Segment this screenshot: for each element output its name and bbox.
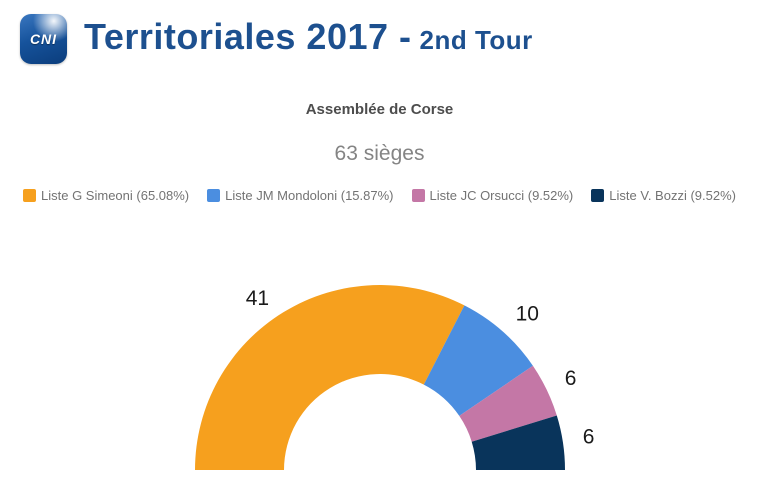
chart-title: Assemblée de Corse bbox=[305, 101, 454, 118]
slice-value-label: 41 bbox=[246, 287, 269, 310]
slice-liste-v-bozzi[interactable] bbox=[471, 415, 565, 471]
slice-liste-jm-mondoloni[interactable] bbox=[423, 305, 533, 416]
slice-value-label: 6 bbox=[565, 367, 577, 390]
legend-label: Liste V. Bozzi (9.52%) bbox=[609, 188, 736, 203]
half-donut-chart: 41 10 6 6 bbox=[195, 285, 595, 471]
page-title-main: Territoriales 2017 - bbox=[84, 16, 412, 57]
slice-liste-jc-orsucci[interactable] bbox=[459, 365, 557, 442]
legend-label: Liste JM Mondoloni (15.87%) bbox=[225, 188, 394, 203]
legend-item-liste-jm-mondoloni[interactable]: Liste JM Mondoloni (15.87%) bbox=[207, 188, 394, 203]
chart-subtitle: 63 sièges bbox=[334, 142, 425, 165]
legend-item-liste-g-simeoni[interactable]: Liste G Simeoni (65.08%) bbox=[23, 188, 189, 203]
legend-swatch-icon bbox=[23, 189, 37, 202]
cni-logo: CNI bbox=[20, 13, 67, 64]
header: CNI Territoriales 2017 -2nd Tour bbox=[20, 12, 533, 65]
cni-logo-text: CNI bbox=[29, 30, 58, 47]
legend-item-liste-jc-orsucci[interactable]: Liste JC Orsucci (9.52%) bbox=[411, 188, 574, 203]
legend: Liste G Simeoni (65.08%) Liste JM Mondolo… bbox=[0, 188, 759, 203]
legend-swatch-icon bbox=[411, 189, 425, 202]
page-title-tour: 2nd Tour bbox=[419, 25, 533, 55]
legend-label: Liste G Simeoni (65.08%) bbox=[41, 188, 190, 203]
legend-swatch-icon bbox=[207, 189, 221, 202]
legend-swatch-icon bbox=[591, 189, 605, 202]
legend-label: Liste JC Orsucci (9.52%) bbox=[429, 188, 574, 203]
slice-value-label: 10 bbox=[516, 302, 539, 325]
slice-value-label: 6 bbox=[583, 425, 595, 448]
slice-liste-g-simeoni[interactable] bbox=[195, 285, 465, 470]
page-title: Territoriales 2017 -2nd Tour bbox=[84, 12, 533, 65]
legend-item-liste-v-bozzi[interactable]: Liste V. Bozzi (9.52%) bbox=[591, 188, 736, 203]
